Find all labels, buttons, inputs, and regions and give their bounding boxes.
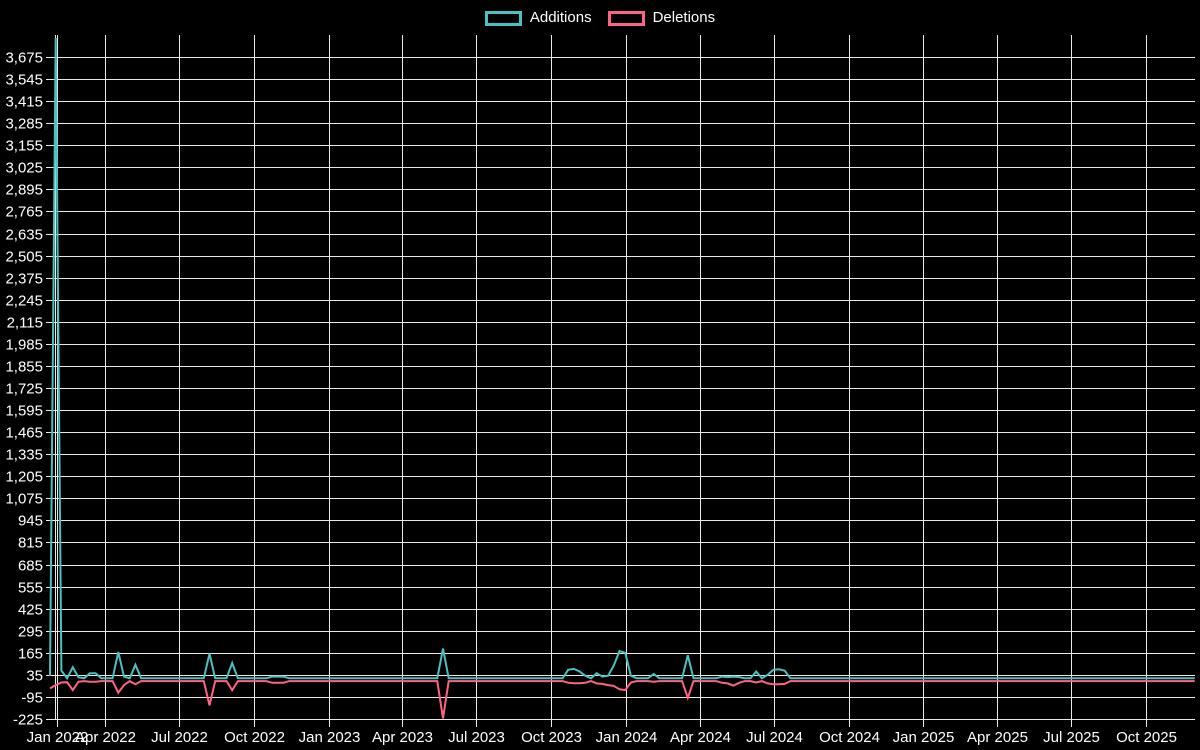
y-tick-label: 815	[18, 535, 43, 552]
x-tick-label: Oct 2024	[819, 729, 880, 746]
x-tick-label: Jul 2025	[1043, 729, 1100, 746]
y-tick-label: 685	[18, 558, 43, 575]
y-tick-label: 2,635	[5, 227, 43, 244]
y-tick-label: 165	[18, 646, 43, 663]
y-tick-label: 3,675	[5, 50, 43, 67]
x-tick-label: Jan 2023	[299, 729, 361, 746]
y-tick-label: 1,985	[5, 337, 43, 354]
y-tick-label: 1,465	[5, 425, 43, 442]
y-tick-label: 3,545	[5, 72, 43, 89]
legend-item-additions[interactable]: Additions	[484, 8, 592, 28]
additions-line	[49, 37, 1195, 681]
y-tick-label: 1,855	[5, 359, 43, 376]
x-tick-label: Apr 2023	[372, 729, 433, 746]
x-tick-label: Oct 2023	[521, 729, 582, 746]
y-tick-label: 295	[18, 624, 43, 641]
x-tick-label: Jan 2025	[893, 729, 955, 746]
y-tick-label: 2,765	[5, 204, 43, 221]
y-tick-label: 35	[26, 668, 43, 685]
x-tick-label: Oct 2025	[1116, 729, 1177, 746]
y-tick-label: -95	[21, 690, 43, 707]
y-tick-label: 425	[18, 602, 43, 619]
y-tick-label: 3,415	[5, 94, 43, 111]
x-tick-label: Apr 2025	[967, 729, 1028, 746]
y-tick-label: 3,155	[5, 138, 43, 155]
y-tick-label: -225	[13, 712, 43, 729]
y-tick-label: 945	[18, 513, 43, 530]
y-tick-label: 555	[18, 580, 43, 597]
x-tick-label: Jul 2022	[151, 729, 208, 746]
y-tick-label: 3,285	[5, 116, 43, 133]
x-tick-label: Jul 2023	[448, 729, 505, 746]
x-tick-label: Oct 2022	[224, 729, 285, 746]
y-tick-label: 1,205	[5, 469, 43, 486]
additions-legend-label: Additions	[529, 9, 592, 26]
deletions-legend-swatch	[607, 10, 645, 26]
y-tick-label: 1,725	[5, 381, 43, 398]
deletions-legend-label: Deletions	[652, 9, 716, 26]
additions-legend-swatch	[484, 10, 522, 26]
y-tick-label: 1,335	[5, 447, 43, 464]
y-tick-label: 1,595	[5, 403, 43, 420]
legend-item-deletions[interactable]: Deletions	[607, 8, 716, 28]
deletions-line	[49, 679, 1195, 719]
y-tick-label: 2,505	[5, 249, 43, 266]
y-tick-label: 2,895	[5, 182, 43, 199]
y-tick-label: 2,375	[5, 271, 43, 288]
x-tick-label: Jan 2024	[596, 729, 658, 746]
y-tick-label: 3,025	[5, 160, 43, 177]
x-tick-label: Apr 2022	[75, 729, 136, 746]
x-tick-label: Apr 2024	[670, 729, 731, 746]
x-tick-label: Jan 2022	[27, 729, 89, 746]
chart-legend: Additions Deletions	[0, 8, 1200, 28]
y-tick-label: 2,115	[7, 315, 43, 332]
x-tick-label: Jul 2024	[746, 729, 803, 746]
y-tick-label: 2,245	[5, 293, 43, 310]
y-tick-label: 1,075	[5, 491, 43, 508]
